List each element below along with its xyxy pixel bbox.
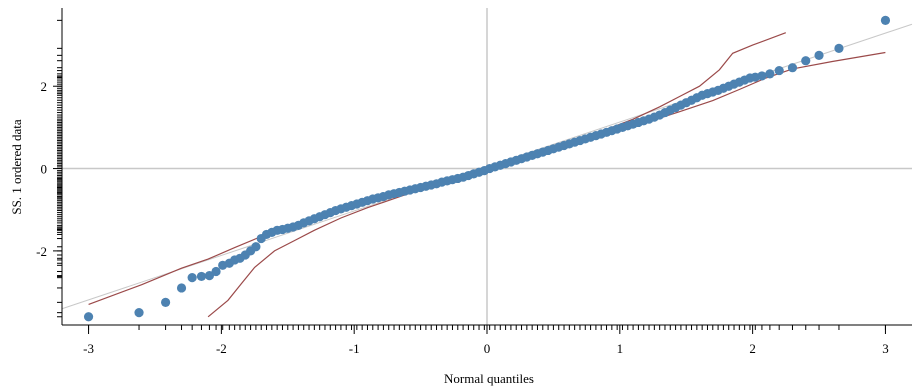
y-axis-ticks: -2 0 2 — [36, 79, 62, 259]
data-point — [787, 63, 798, 73]
x-axis-label: Normal quantiles — [444, 371, 534, 386]
data-point — [834, 43, 844, 53]
x-tick-label: 2 — [749, 341, 756, 356]
data-point — [176, 283, 187, 293]
x-axis-ticks: -3 -2 -1 0 1 2 3 — [83, 325, 889, 356]
data-point — [187, 273, 197, 283]
data-point — [814, 50, 824, 60]
lower-envelope-line — [207, 51, 886, 318]
data-point — [196, 271, 207, 282]
data-point — [757, 71, 767, 81]
data-point — [774, 65, 784, 76]
data-point — [211, 266, 221, 277]
y-tick-label: -2 — [36, 244, 47, 259]
y-tick-label: 0 — [41, 162, 48, 177]
data-point — [204, 270, 215, 281]
data-point — [801, 56, 811, 66]
x-tick-label: -1 — [349, 341, 360, 356]
rug-marks — [57, 19, 886, 330]
x-tick-label: 0 — [484, 341, 491, 356]
data-point — [134, 308, 144, 318]
data-point — [765, 69, 775, 79]
data-point — [880, 15, 891, 25]
x-tick-label: 3 — [882, 341, 889, 356]
y-tick-label: 2 — [41, 79, 48, 94]
data-points — [83, 15, 891, 322]
data-point — [160, 297, 171, 307]
x-tick-label: 1 — [617, 341, 624, 356]
x-tick-label: -2 — [216, 341, 227, 356]
x-tick-label: -3 — [83, 341, 94, 356]
y-axis-label: SS. 1 ordered data — [9, 119, 24, 215]
data-point — [83, 312, 94, 322]
data-point — [251, 242, 261, 252]
